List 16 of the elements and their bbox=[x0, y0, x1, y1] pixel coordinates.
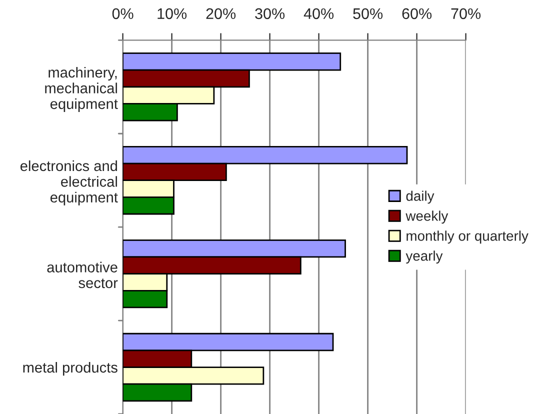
y-tick-label: automotive sector bbox=[47, 262, 118, 288]
legend-label: weekly bbox=[406, 210, 448, 224]
y-tick-label: electronics and electrical equipment bbox=[20, 160, 118, 206]
legend-label: daily bbox=[406, 190, 434, 204]
x-tick-label: 50% bbox=[353, 8, 383, 20]
x-tick-label: 20% bbox=[206, 8, 236, 20]
y-tick-label: metal products bbox=[23, 362, 118, 376]
x-tick-label: 0% bbox=[112, 8, 134, 20]
legend-label: yearly bbox=[406, 250, 443, 264]
x-tick-label: 60% bbox=[402, 8, 432, 20]
x-tick-label: 70% bbox=[451, 8, 481, 20]
x-tick-label: 10% bbox=[158, 8, 187, 20]
legend-label: monthly or quarterly bbox=[406, 230, 528, 244]
x-tick-label: 30% bbox=[255, 8, 285, 20]
x-tick-label: 40% bbox=[304, 8, 334, 20]
y-tick-label: machinery, mechanical equipment bbox=[45, 66, 118, 112]
